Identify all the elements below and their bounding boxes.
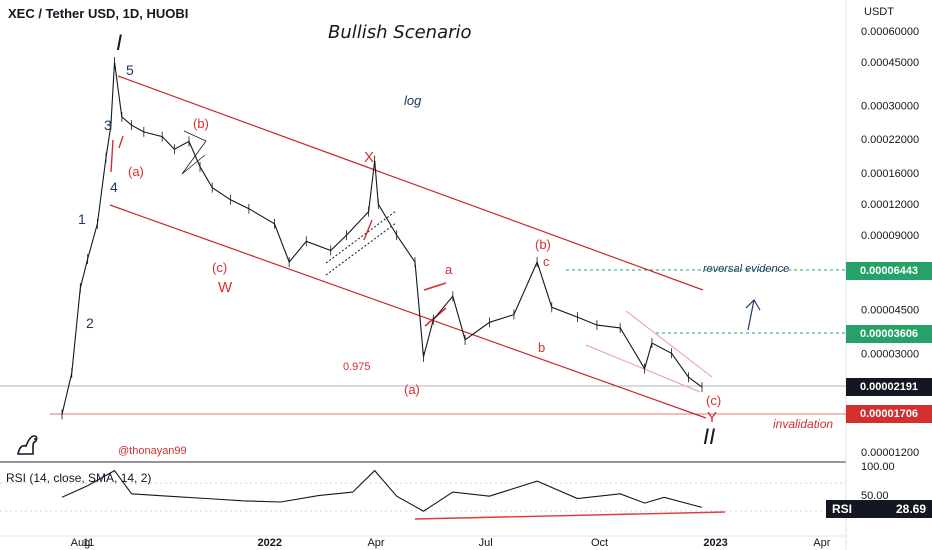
wave-c-label: (c) [212,260,227,275]
wedge-lower-line [585,344,701,393]
time-tick-label: Apr [367,537,384,549]
tradingview-logo-icon [16,432,42,461]
price-tick-label: 0.00045000 [861,57,919,69]
price-tick-label: 0.00004500 [861,305,919,317]
rsi-series [61,469,703,512]
wave-a-small-label: a [445,262,453,277]
channel-lower-line [109,204,707,419]
rsi-tag-name: RSI [832,502,853,516]
rsi-divergence-line [414,511,726,520]
price-tag-invalidation: 0.00001706 [846,405,932,423]
time-tick-label: Apr [813,537,830,549]
author-label: @thonayan99 [118,445,187,457]
time-tick-label: 2022 [258,537,282,549]
price-tick-label: 0.00009000 [861,230,919,242]
wave-a-label: (a) [128,164,144,179]
invalidation-label: invalidation [773,417,833,431]
wave-b2-label: (b) [535,237,551,252]
bullish-arrow-line [747,299,755,331]
price-tick-label: 0.00001200 [861,447,919,459]
wave-4-label: 4 [110,179,118,195]
wave-II-label: II [703,424,715,449]
rsi-tag-value: 28.69 [895,502,926,516]
rsi-axis-ticks: 100.00 50.00 [861,461,895,502]
wave-X-label: X [364,149,374,166]
price-axis-ticks: 0.00060000 0.00045000 0.00030000 0.00022000… [861,26,919,459]
x-marker [363,219,373,241]
price-tag-channel: 0.00003606 [846,325,932,343]
triangle-pattern [181,130,207,175]
wave-a2-label: (a) [404,382,420,397]
wave-W-label: W [218,279,233,296]
price-tick-label: 0.00016000 [861,168,919,180]
price-line [61,61,703,415]
x-channel-line-2 [325,222,397,276]
bullish-arrow-icon [745,299,761,311]
wave-c2-label: (c) [706,393,721,408]
wave-5-label: 5 [126,62,134,78]
rsi-line [61,469,703,512]
wave-b-small-label: b [538,340,545,355]
wave-Y-label: Y [707,409,717,426]
wave-2-label: 2 [86,315,94,331]
time-tick-label: Oct [591,537,608,549]
fib-label: 0.975 [343,361,371,373]
rsi-tick-label: 50.00 [861,490,889,502]
wave4-marker [118,135,124,149]
scenario-title: Bullish Scenario [328,22,472,43]
price-tick-label: 0.00030000 [861,101,919,113]
time-tick-label: Jul [479,537,493,549]
price-tick-label: 0.00060000 [861,26,919,38]
log-label: log [404,93,422,108]
wave-c-small-label: c [543,254,550,269]
price-tick-label: 0.00012000 [861,199,919,211]
rsi-value-tag: RSI 28.69 [826,500,932,518]
x-channel-line-1 [325,210,397,264]
price-series [61,57,703,420]
wave-I-label: I [116,30,122,55]
wave3-marker [110,139,114,173]
a-marker-2 [423,282,447,291]
wave-3-label: 3 [104,117,112,133]
channel-upper-line [117,75,704,291]
wave-b-label: (b) [193,116,209,131]
reversal-label: reversal evidence [703,263,789,275]
price-tick-label: 0.00022000 [861,134,919,146]
time-tick-label: 2023 [703,537,727,549]
price-tick-label: 0.00003000 [861,348,919,360]
time-tick-label: 11 [83,537,94,549]
wave-1-label: 1 [78,211,86,227]
currency-label: USDT [864,6,894,18]
price-tag-last: 0.00002191 [846,378,932,396]
price-tag-reversal: 0.00006443 [846,262,932,280]
chart-title: XEC / Tether USD, 1D, HUOBI [8,6,189,21]
time-tick-label: Aug [71,537,91,549]
rsi-tick-label: 100.00 [861,461,895,473]
wedge-upper-line [625,310,713,378]
rsi-title: RSI (14, close, SMA, 14, 2) [6,471,152,485]
